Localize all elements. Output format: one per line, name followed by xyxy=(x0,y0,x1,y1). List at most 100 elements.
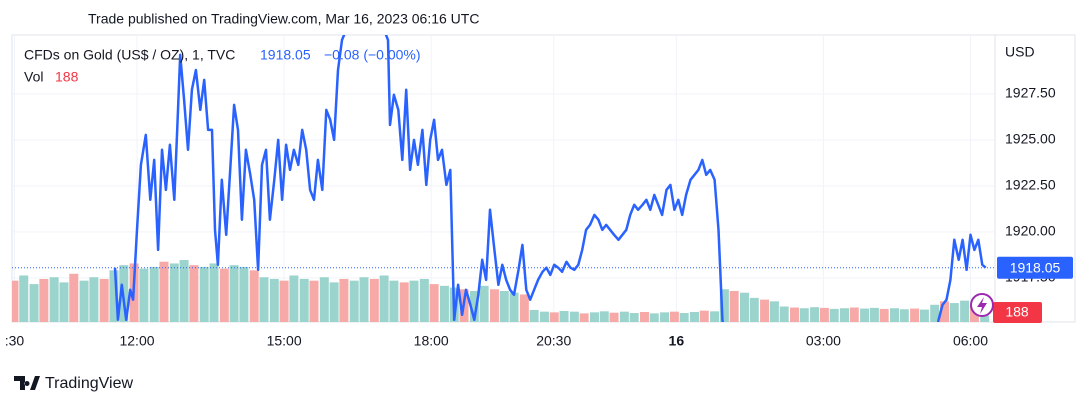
volume-bar xyxy=(760,299,770,322)
volume-bar xyxy=(930,304,940,322)
volume-bar xyxy=(269,278,279,322)
volume-bar xyxy=(49,277,59,322)
published-note: Trade published on TradingView.com, Mar … xyxy=(88,11,479,27)
volume-bar xyxy=(319,277,329,322)
volume-bar xyxy=(829,308,839,322)
volume-bar xyxy=(619,311,629,322)
volume-bar xyxy=(949,303,959,322)
volume-bar xyxy=(529,309,539,322)
y-tick-label: 1927.50 xyxy=(1005,85,1056,101)
volume-bar xyxy=(199,266,209,322)
volume-bar xyxy=(899,309,909,322)
x-tick-label: 03:00 xyxy=(806,333,841,349)
volume-bar xyxy=(499,291,509,322)
volume-bar xyxy=(849,307,859,322)
volume-bar xyxy=(219,268,229,322)
volume-bar xyxy=(710,311,720,322)
x-tick-label: 12:00 xyxy=(119,333,154,349)
alert-icon xyxy=(970,293,994,317)
volume-bar xyxy=(819,307,829,322)
volume-bar xyxy=(810,307,820,322)
volume-bar xyxy=(549,312,559,322)
tags: 1918.05 188 xyxy=(993,256,1073,323)
volume-bar xyxy=(910,308,920,322)
volume-bar xyxy=(980,315,990,322)
volume-bar xyxy=(579,313,589,322)
volume-bar xyxy=(349,280,359,322)
volume-bar xyxy=(99,278,109,322)
volume-bar xyxy=(259,277,269,322)
volume-bar xyxy=(569,311,579,322)
volume-bar xyxy=(519,294,529,322)
x-tick-label: 06:00 xyxy=(953,333,988,349)
volume-last: 188 xyxy=(55,69,79,85)
volume-bar xyxy=(429,284,439,322)
volume-bar xyxy=(439,285,449,322)
volume-bar xyxy=(489,289,499,322)
volume-bar xyxy=(399,282,409,322)
volume-bar xyxy=(159,261,169,322)
volume-bar xyxy=(29,284,39,322)
volume-bar xyxy=(469,291,479,322)
volume-bar xyxy=(379,275,389,322)
volume-bar xyxy=(799,308,809,322)
volume-bar xyxy=(660,312,670,322)
volume-bar xyxy=(389,280,399,322)
volume-bar xyxy=(940,301,950,322)
volume-bar xyxy=(559,310,569,322)
y-tick-label: 1922.50 xyxy=(1005,177,1056,193)
volume-tag xyxy=(993,302,1042,323)
volume-bar xyxy=(599,311,609,322)
volume-bar xyxy=(889,308,899,322)
volume-bar xyxy=(649,313,659,322)
brand-logo xyxy=(14,376,40,390)
currency-unit: USD xyxy=(1005,44,1035,60)
volume-bar xyxy=(139,268,149,322)
symbol-title: CFDs on Gold (US$ / OZ), 1, TVC xyxy=(24,47,235,63)
volume-bar xyxy=(639,312,649,322)
last-price: 1918.05 xyxy=(260,47,311,63)
volume-bar xyxy=(479,285,489,322)
volume-bar xyxy=(629,313,639,322)
volume-bar xyxy=(769,301,779,322)
volume-bar xyxy=(19,275,29,322)
volume-bar xyxy=(789,307,799,322)
price-line xyxy=(113,35,987,322)
volume-bar xyxy=(149,266,159,322)
x-tick-label: 15:00 xyxy=(267,333,302,349)
y-tick-label: 1925.00 xyxy=(1005,131,1056,147)
x-tick-label: 16 xyxy=(669,333,685,349)
volume-bar xyxy=(539,311,549,322)
volume-bar xyxy=(299,278,309,322)
volume-bar xyxy=(919,309,929,322)
volume-bar xyxy=(279,280,289,322)
x-tick-label: 18:00 xyxy=(414,333,449,349)
volume-bar xyxy=(779,306,789,322)
volume-bar xyxy=(229,265,239,322)
volume-bar xyxy=(239,266,249,322)
volume-bar xyxy=(59,282,69,322)
price-tag xyxy=(997,256,1073,279)
volume-name: Vol xyxy=(24,69,43,85)
volume-bar xyxy=(869,307,879,322)
brand-name: TradingView xyxy=(45,375,133,392)
price-tag-label: 1918.05 xyxy=(1010,259,1061,275)
y-tick-label: 1920.00 xyxy=(1005,223,1056,239)
volume-bar xyxy=(589,312,599,322)
axes: 1917.501920.001922.501925.001927.50:3012… xyxy=(5,85,1056,349)
volume-bar xyxy=(749,297,759,322)
x-tick-label: :30 xyxy=(5,333,25,349)
volume-bar xyxy=(39,278,49,322)
volume-pane xyxy=(12,260,990,322)
volume-bar xyxy=(369,278,379,322)
volume-bar xyxy=(839,308,849,322)
price-change: −0.08 (−0.00%) xyxy=(324,47,421,63)
volume-bar xyxy=(169,263,179,322)
volume-tag-label: 188 xyxy=(1005,304,1029,320)
volume-bar xyxy=(409,280,419,322)
x-tick-label: 20:30 xyxy=(536,333,571,349)
volume-bar xyxy=(699,310,709,322)
volume-bar xyxy=(879,308,889,322)
volume-bar xyxy=(689,312,699,322)
